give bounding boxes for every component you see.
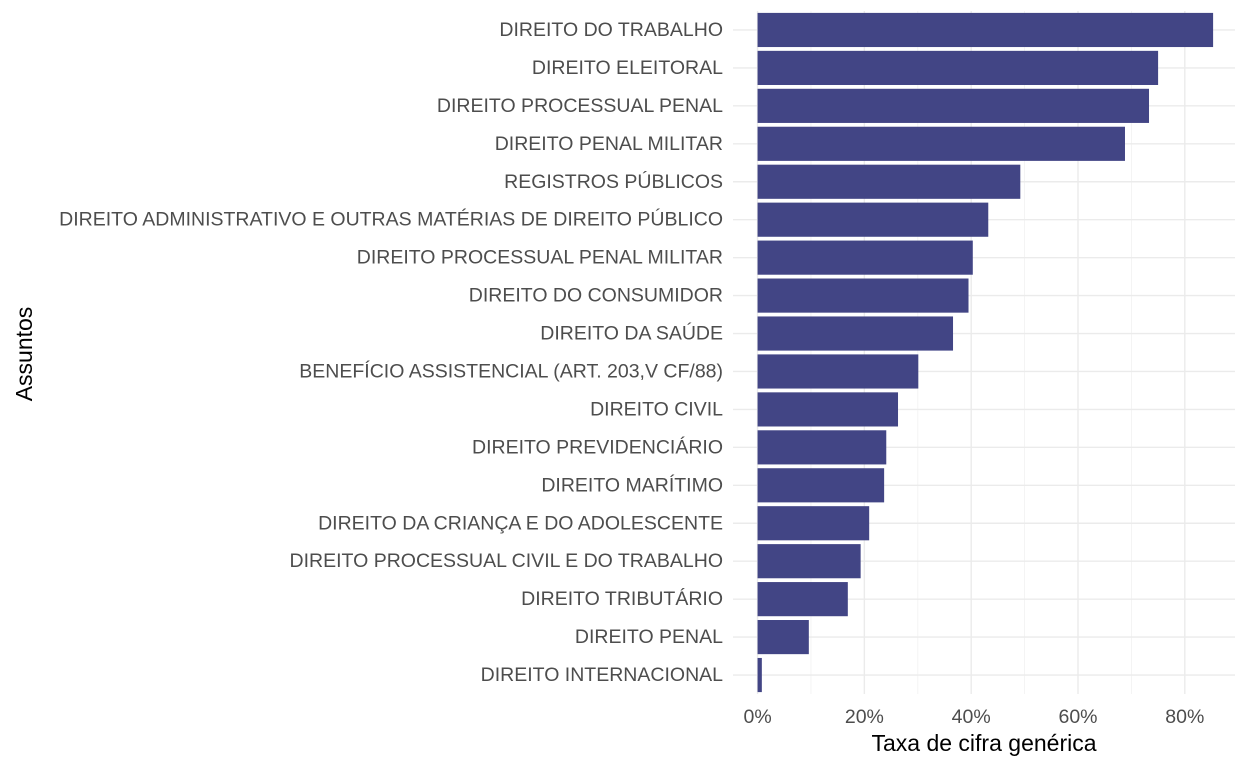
bar (757, 354, 919, 389)
bar (757, 316, 954, 351)
category-label: DIREITO PENAL MILITAR (495, 133, 723, 155)
x-axis-title: Taxa de cifra genérica (871, 730, 1096, 756)
category-label: BENEFÍCIO ASSISTENCIAL (ART. 203,V CF/88… (299, 359, 723, 382)
x-tick-label: 60% (1058, 706, 1097, 728)
category-label: DIREITO PREVIDENCIÁRIO (472, 435, 723, 458)
bar (757, 278, 969, 313)
category-label: DIREITO DA SAÚDE (540, 322, 723, 345)
category-label: DIREITO DA CRIANÇA E DO ADOLESCENTE (318, 512, 723, 534)
category-label: DIREITO MARÍTIMO (541, 473, 723, 496)
bar (757, 430, 887, 465)
bar (757, 468, 885, 503)
x-tick-label: 80% (1165, 706, 1204, 728)
bar (757, 50, 1159, 85)
x-tick-label: 20% (845, 706, 884, 728)
category-label: DIREITO TRIBUTÁRIO (521, 587, 723, 610)
bar (757, 582, 848, 617)
category-label: DIREITO DO TRABALHO (499, 19, 723, 41)
bar (757, 657, 762, 693)
category-label: DIREITO DO CONSUMIDOR (469, 285, 723, 307)
category-label: DIREITO PROCESSUAL PENAL (437, 95, 723, 117)
x-tick-label: 0% (743, 706, 771, 728)
bar (757, 12, 1214, 48)
bar (757, 544, 861, 579)
category-label: REGISTROS PÚBLICOS (504, 170, 723, 193)
bar (757, 202, 989, 237)
bar (757, 126, 1125, 161)
bar (757, 392, 899, 427)
category-label: DIREITO CIVIL (590, 398, 723, 420)
category-label: DIREITO PROCESSUAL CIVIL E DO TRABALHO (290, 550, 723, 572)
category-label: DIREITO PENAL (575, 626, 723, 648)
category-labels: DIREITO DO TRABALHO DIREITO ELEITORAL DIRE… (59, 19, 723, 686)
bar (757, 164, 1021, 199)
x-tick-labels: 0% 20% 40% 60% 80% (743, 706, 1204, 728)
category-label: DIREITO ELEITORAL (532, 57, 723, 79)
x-tick-label: 40% (952, 706, 991, 728)
bar (757, 240, 973, 275)
bar (757, 88, 1150, 123)
category-label: DIREITO PROCESSUAL PENAL MILITAR (357, 247, 723, 269)
bars (757, 12, 1214, 693)
category-label: DIREITO ADMINISTRATIVO E OUTRAS MATÉRIAS… (59, 208, 723, 231)
y-axis-title: Assuntos (11, 307, 37, 402)
bar (757, 506, 870, 541)
category-label: DIREITO INTERNACIONAL (481, 664, 723, 686)
bar (757, 620, 809, 655)
